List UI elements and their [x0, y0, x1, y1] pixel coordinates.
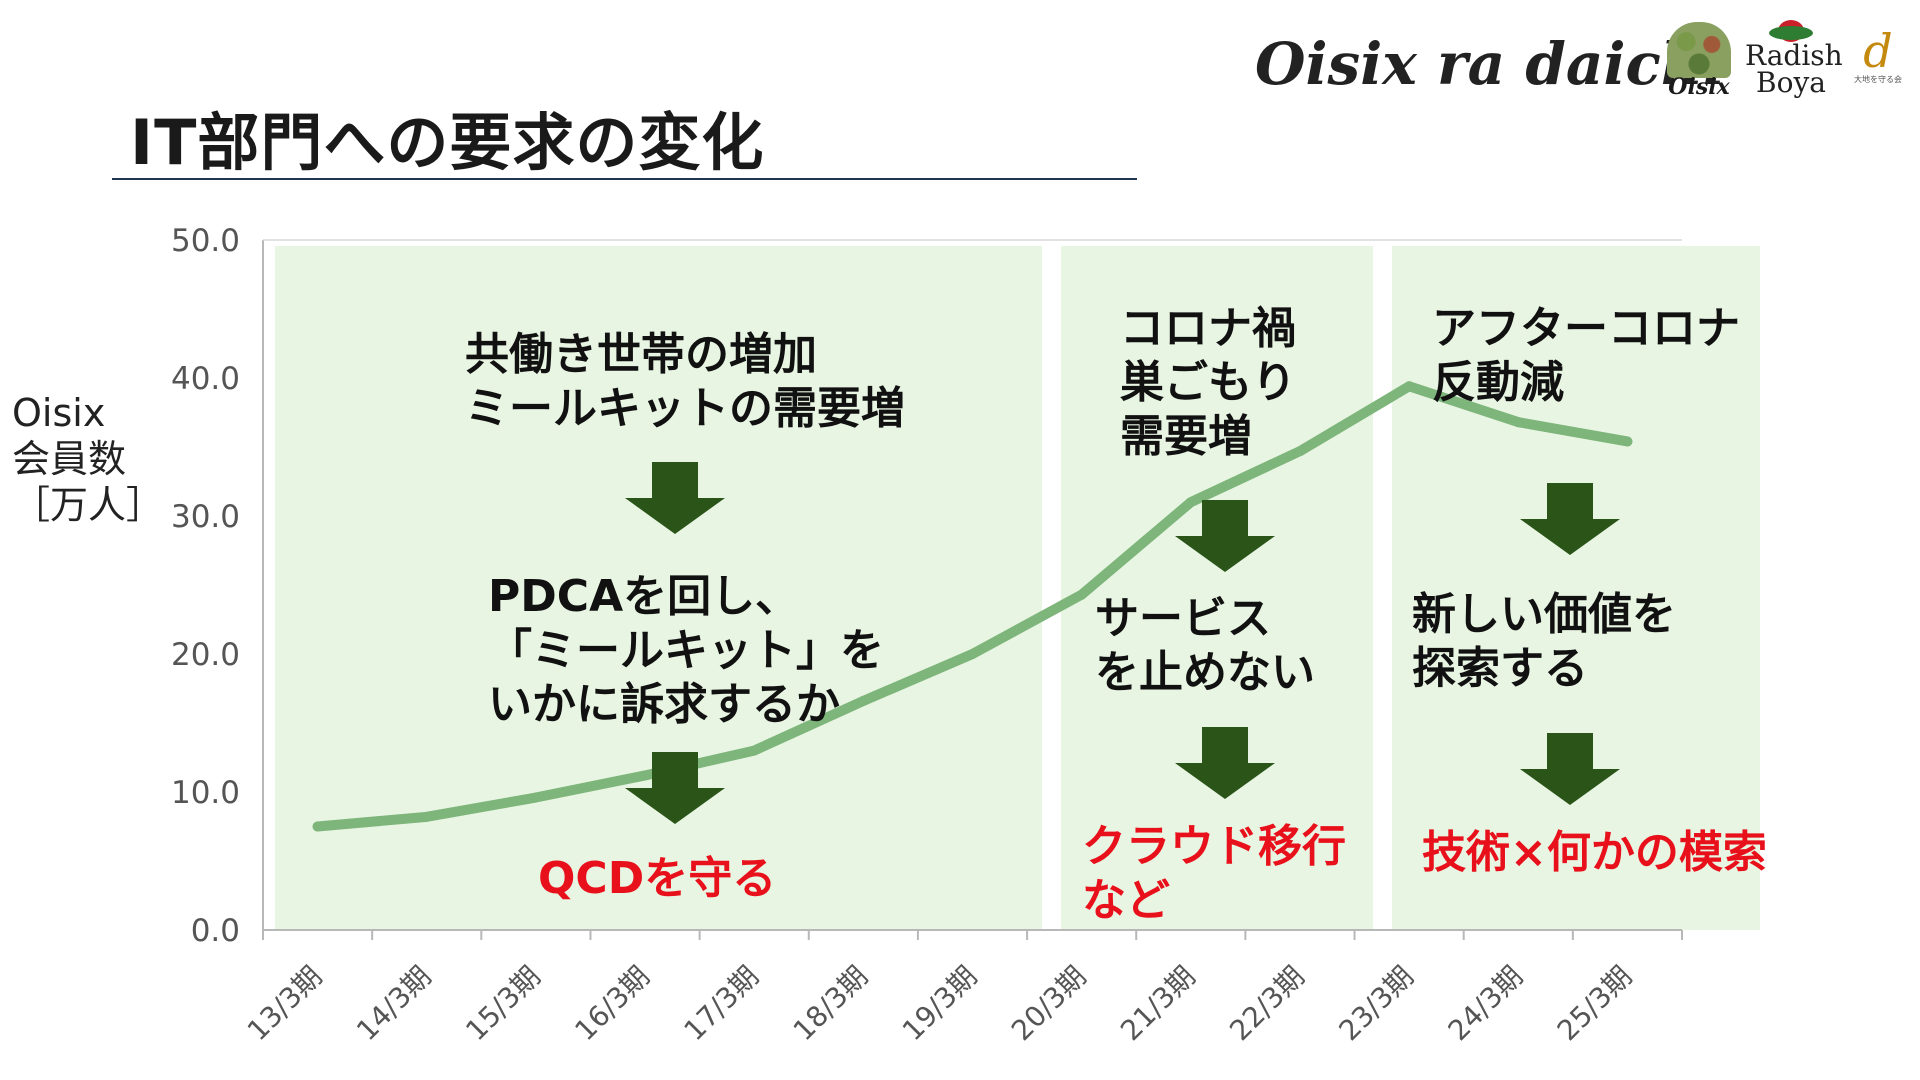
brand-daichi-label: d	[1863, 24, 1893, 78]
series-line-layer	[312, 381, 1633, 832]
phase2-requirement-text: サービス を止めない	[1095, 593, 1315, 698]
data-point	[421, 811, 432, 822]
company-logo: Oisix ra daichi Oisix Radish Boya d 大地を守…	[1255, 20, 1915, 110]
phase1-cause-text: 共働き世帯の増加 ミールキットの需要増	[465, 329, 905, 434]
phase1-arrow-down-icon	[625, 462, 725, 534]
x-tick-label: 18/3期	[787, 960, 875, 1048]
phase1-requirement-text: PDCAを回し、 「ミールキット」を いかに訴求するか	[488, 571, 884, 730]
brand-daichi-subtitle: 大地を守る会	[1854, 75, 1902, 84]
y-axis-label: Oisix 会員数 ［万人］	[12, 391, 165, 527]
y-tick-label: 40.0	[171, 361, 240, 397]
data-point	[1513, 417, 1524, 428]
x-tick-label: 23/3期	[1332, 960, 1420, 1048]
data-point	[1622, 436, 1633, 447]
data-point	[858, 695, 869, 706]
brand-radish-label: Radish Boya	[1745, 39, 1843, 99]
brand-oisix-label: Oisix	[1668, 74, 1730, 100]
company-name: Oisix ra daichi	[1255, 30, 1726, 98]
data-point	[1404, 381, 1415, 392]
x-tick-label: 20/3期	[1005, 960, 1093, 1048]
y-tick-label: 30.0	[171, 499, 240, 535]
x-tick-label: 14/3期	[350, 960, 438, 1048]
y-tick-label: 50.0	[171, 223, 240, 259]
radish-icon: Radish Boya	[1745, 20, 1843, 99]
x-tick-label: 15/3期	[459, 960, 547, 1048]
x-tick-label: 19/3期	[896, 960, 984, 1048]
data-point	[640, 770, 651, 781]
y-tick-label: 20.0	[171, 637, 240, 673]
page-title: IT部門への要求の変化	[130, 106, 765, 179]
x-tick-label: 25/3期	[1551, 960, 1639, 1048]
chart-axes	[262, 239, 1683, 940]
data-point	[530, 792, 541, 803]
phase3-arrow-down-icon	[1520, 733, 1620, 805]
phase3-cause-text: アフターコロナ 反動減	[1432, 303, 1740, 408]
x-tick-label: 17/3期	[678, 960, 766, 1048]
phase1-arrow-down-icon	[625, 752, 725, 824]
data-point	[749, 745, 760, 756]
data-point	[1185, 497, 1196, 508]
phase2-arrow-down-icon	[1175, 500, 1275, 572]
oisix-vegetable-basket-icon: Oisix	[1660, 22, 1738, 100]
x-tick-label: 21/3期	[1114, 960, 1202, 1048]
title-underline	[112, 178, 1137, 180]
x-tick-label: 13/3期	[241, 960, 329, 1048]
data-point	[1076, 589, 1087, 600]
phase-band-3	[1392, 246, 1760, 930]
x-tick-label: 22/3期	[1223, 960, 1311, 1048]
phase2-arrow-down-icon	[1175, 727, 1275, 799]
phase3-requirement-text: 新しい価値を 探索する	[1412, 589, 1676, 694]
phase3-arrow-down-icon	[1520, 483, 1620, 555]
phase1-result-text: QCDを守る	[538, 853, 777, 904]
phase3-result-text: 技術×何かの模索	[1422, 827, 1767, 878]
data-point	[1294, 446, 1305, 457]
phase2-cause-text: コロナ禍 巣ごもり 需要増	[1120, 303, 1296, 462]
x-tick-label: 16/3期	[568, 960, 656, 1048]
y-tick-label: 0.0	[191, 913, 240, 949]
data-point	[312, 821, 323, 832]
data-point	[967, 649, 978, 659]
daichi-icon: d 大地を守る会	[1841, 28, 1915, 85]
x-tick-label: 24/3期	[1442, 960, 1530, 1048]
y-tick-label: 10.0	[171, 775, 240, 811]
phase-band-2	[1061, 246, 1373, 930]
phase2-result-text: クラウド移行 など	[1082, 821, 1346, 926]
